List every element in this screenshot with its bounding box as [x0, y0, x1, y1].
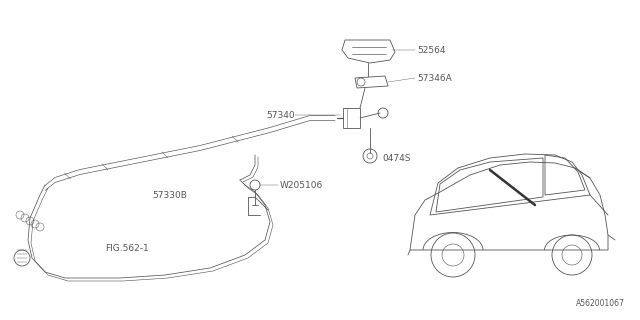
- Text: 57330B: 57330B: [152, 190, 187, 199]
- Text: 57346A: 57346A: [417, 74, 452, 83]
- Text: FIG.562-1: FIG.562-1: [105, 244, 148, 252]
- Text: 57340: 57340: [266, 110, 295, 119]
- Text: W205106: W205106: [280, 180, 323, 189]
- Text: 0474S: 0474S: [382, 154, 410, 163]
- Text: 52564: 52564: [417, 45, 445, 54]
- Text: A562001067: A562001067: [576, 299, 625, 308]
